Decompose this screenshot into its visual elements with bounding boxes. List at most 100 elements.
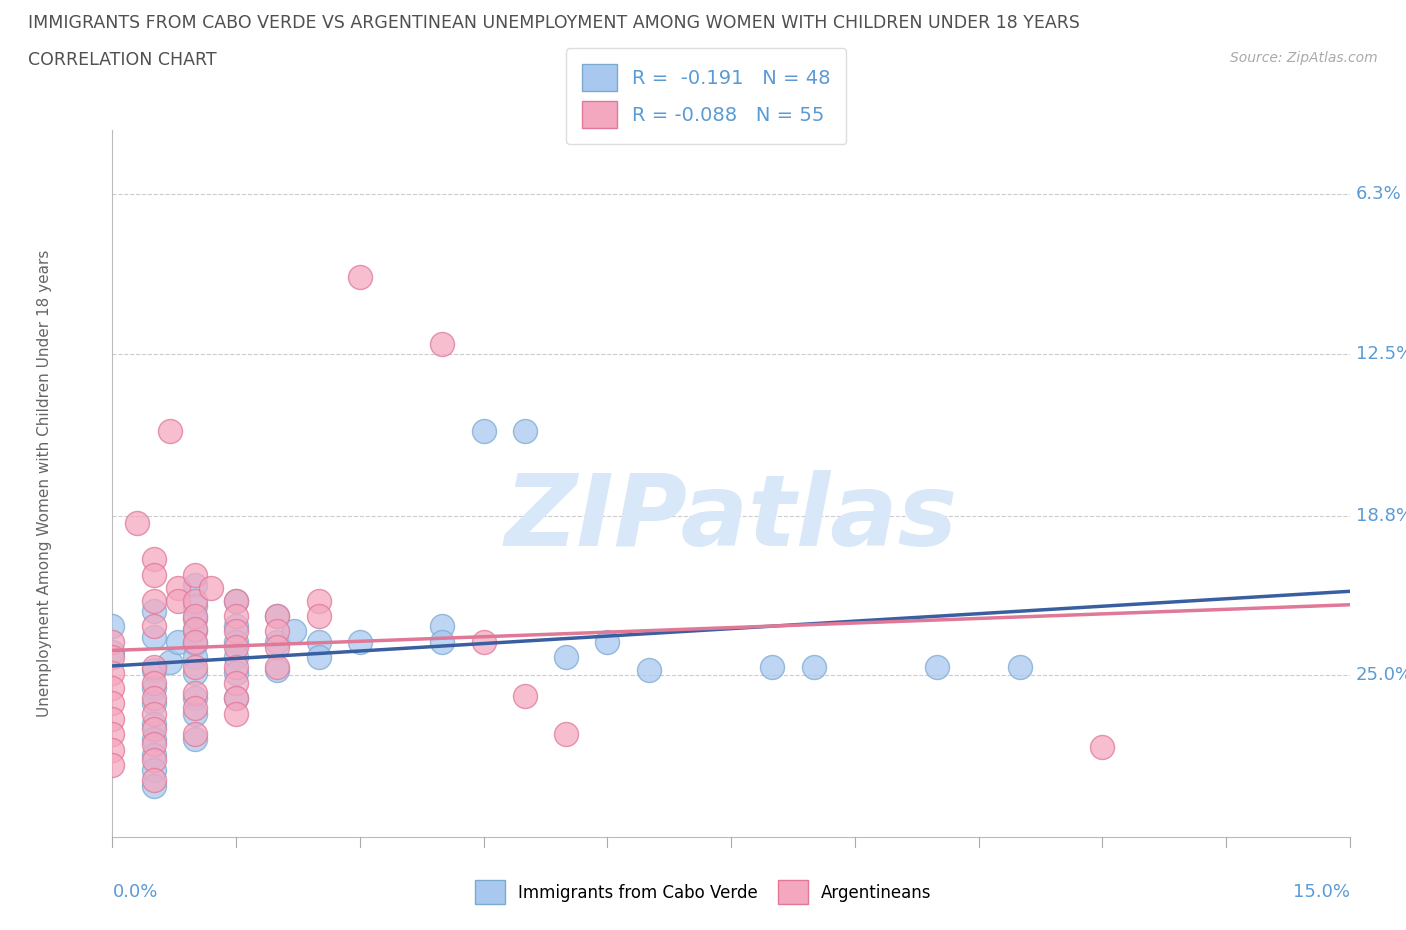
Point — [513, 688, 536, 703]
Point — [200, 580, 222, 595]
Point — [555, 650, 578, 665]
Point — [142, 732, 165, 747]
Point — [1091, 739, 1114, 754]
Text: 0.0%: 0.0% — [112, 884, 157, 901]
Text: Source: ZipAtlas.com: Source: ZipAtlas.com — [1230, 51, 1378, 65]
Legend: R =  -0.191   N = 48, R = -0.088   N = 55: R = -0.191 N = 48, R = -0.088 N = 55 — [567, 48, 846, 144]
Point — [101, 644, 124, 659]
Point — [142, 629, 165, 644]
Point — [225, 706, 247, 721]
Point — [225, 660, 247, 675]
Point — [101, 758, 124, 773]
Point — [266, 608, 288, 623]
Point — [167, 593, 190, 608]
Point — [142, 593, 165, 608]
Point — [184, 660, 207, 675]
Point — [637, 662, 659, 677]
Point — [184, 637, 207, 652]
Point — [184, 706, 207, 721]
Point — [225, 665, 247, 680]
Text: ZIPatlas: ZIPatlas — [505, 471, 957, 567]
Point — [142, 737, 165, 752]
Point — [184, 701, 207, 716]
Point — [432, 634, 454, 649]
Point — [142, 675, 165, 690]
Point — [101, 711, 124, 726]
Point — [225, 608, 247, 623]
Point — [1008, 660, 1031, 675]
Point — [142, 722, 165, 737]
Point — [225, 639, 247, 654]
Point — [349, 634, 371, 649]
Point — [167, 634, 190, 649]
Point — [127, 516, 149, 531]
Point — [225, 675, 247, 690]
Point — [513, 423, 536, 438]
Text: CORRELATION CHART: CORRELATION CHART — [28, 51, 217, 69]
Point — [761, 660, 783, 675]
Point — [432, 336, 454, 351]
Point — [142, 662, 165, 677]
Point — [184, 593, 207, 608]
Point — [225, 618, 247, 633]
Text: 25.0%: 25.0% — [1355, 666, 1406, 684]
Point — [142, 681, 165, 696]
Point — [142, 752, 165, 767]
Point — [184, 624, 207, 639]
Point — [225, 634, 247, 649]
Point — [308, 608, 330, 623]
Point — [142, 773, 165, 788]
Point — [225, 691, 247, 706]
Text: 18.8%: 18.8% — [1355, 507, 1406, 525]
Point — [266, 624, 288, 639]
Point — [142, 691, 165, 706]
Point — [308, 650, 330, 665]
Point — [266, 608, 288, 623]
Legend: Immigrants from Cabo Verde, Argentineans: Immigrants from Cabo Verde, Argentineans — [467, 872, 939, 912]
Text: 6.3%: 6.3% — [1355, 185, 1402, 204]
Point — [142, 604, 165, 618]
Point — [184, 726, 207, 741]
Point — [101, 726, 124, 741]
Point — [555, 726, 578, 741]
Point — [184, 611, 207, 626]
Point — [184, 732, 207, 747]
Point — [266, 660, 288, 675]
Point — [308, 593, 330, 608]
Point — [184, 598, 207, 613]
Point — [184, 567, 207, 582]
Point — [167, 580, 190, 595]
Text: Unemployment Among Women with Children Under 18 years: Unemployment Among Women with Children U… — [37, 250, 52, 717]
Point — [472, 423, 495, 438]
Point — [159, 423, 181, 438]
Point — [184, 665, 207, 680]
Point — [101, 618, 124, 633]
Point — [101, 742, 124, 757]
Point — [142, 706, 165, 721]
Point — [101, 665, 124, 680]
Point — [184, 621, 207, 636]
Point — [596, 634, 619, 649]
Point — [225, 593, 247, 608]
Point — [266, 639, 288, 654]
Point — [184, 608, 207, 623]
Point — [142, 552, 165, 567]
Text: 12.5%: 12.5% — [1355, 345, 1406, 363]
Point — [266, 662, 288, 677]
Point — [142, 696, 165, 711]
Point — [142, 763, 165, 777]
Point — [159, 655, 181, 670]
Text: 15.0%: 15.0% — [1292, 884, 1350, 901]
Point — [308, 634, 330, 649]
Point — [184, 685, 207, 700]
Point — [803, 660, 825, 675]
Point — [142, 716, 165, 731]
Point — [432, 618, 454, 633]
Point — [225, 624, 247, 639]
Point — [266, 634, 288, 649]
Point — [225, 650, 247, 665]
Point — [101, 696, 124, 711]
Point — [283, 624, 305, 639]
Point — [349, 270, 371, 285]
Point — [142, 618, 165, 633]
